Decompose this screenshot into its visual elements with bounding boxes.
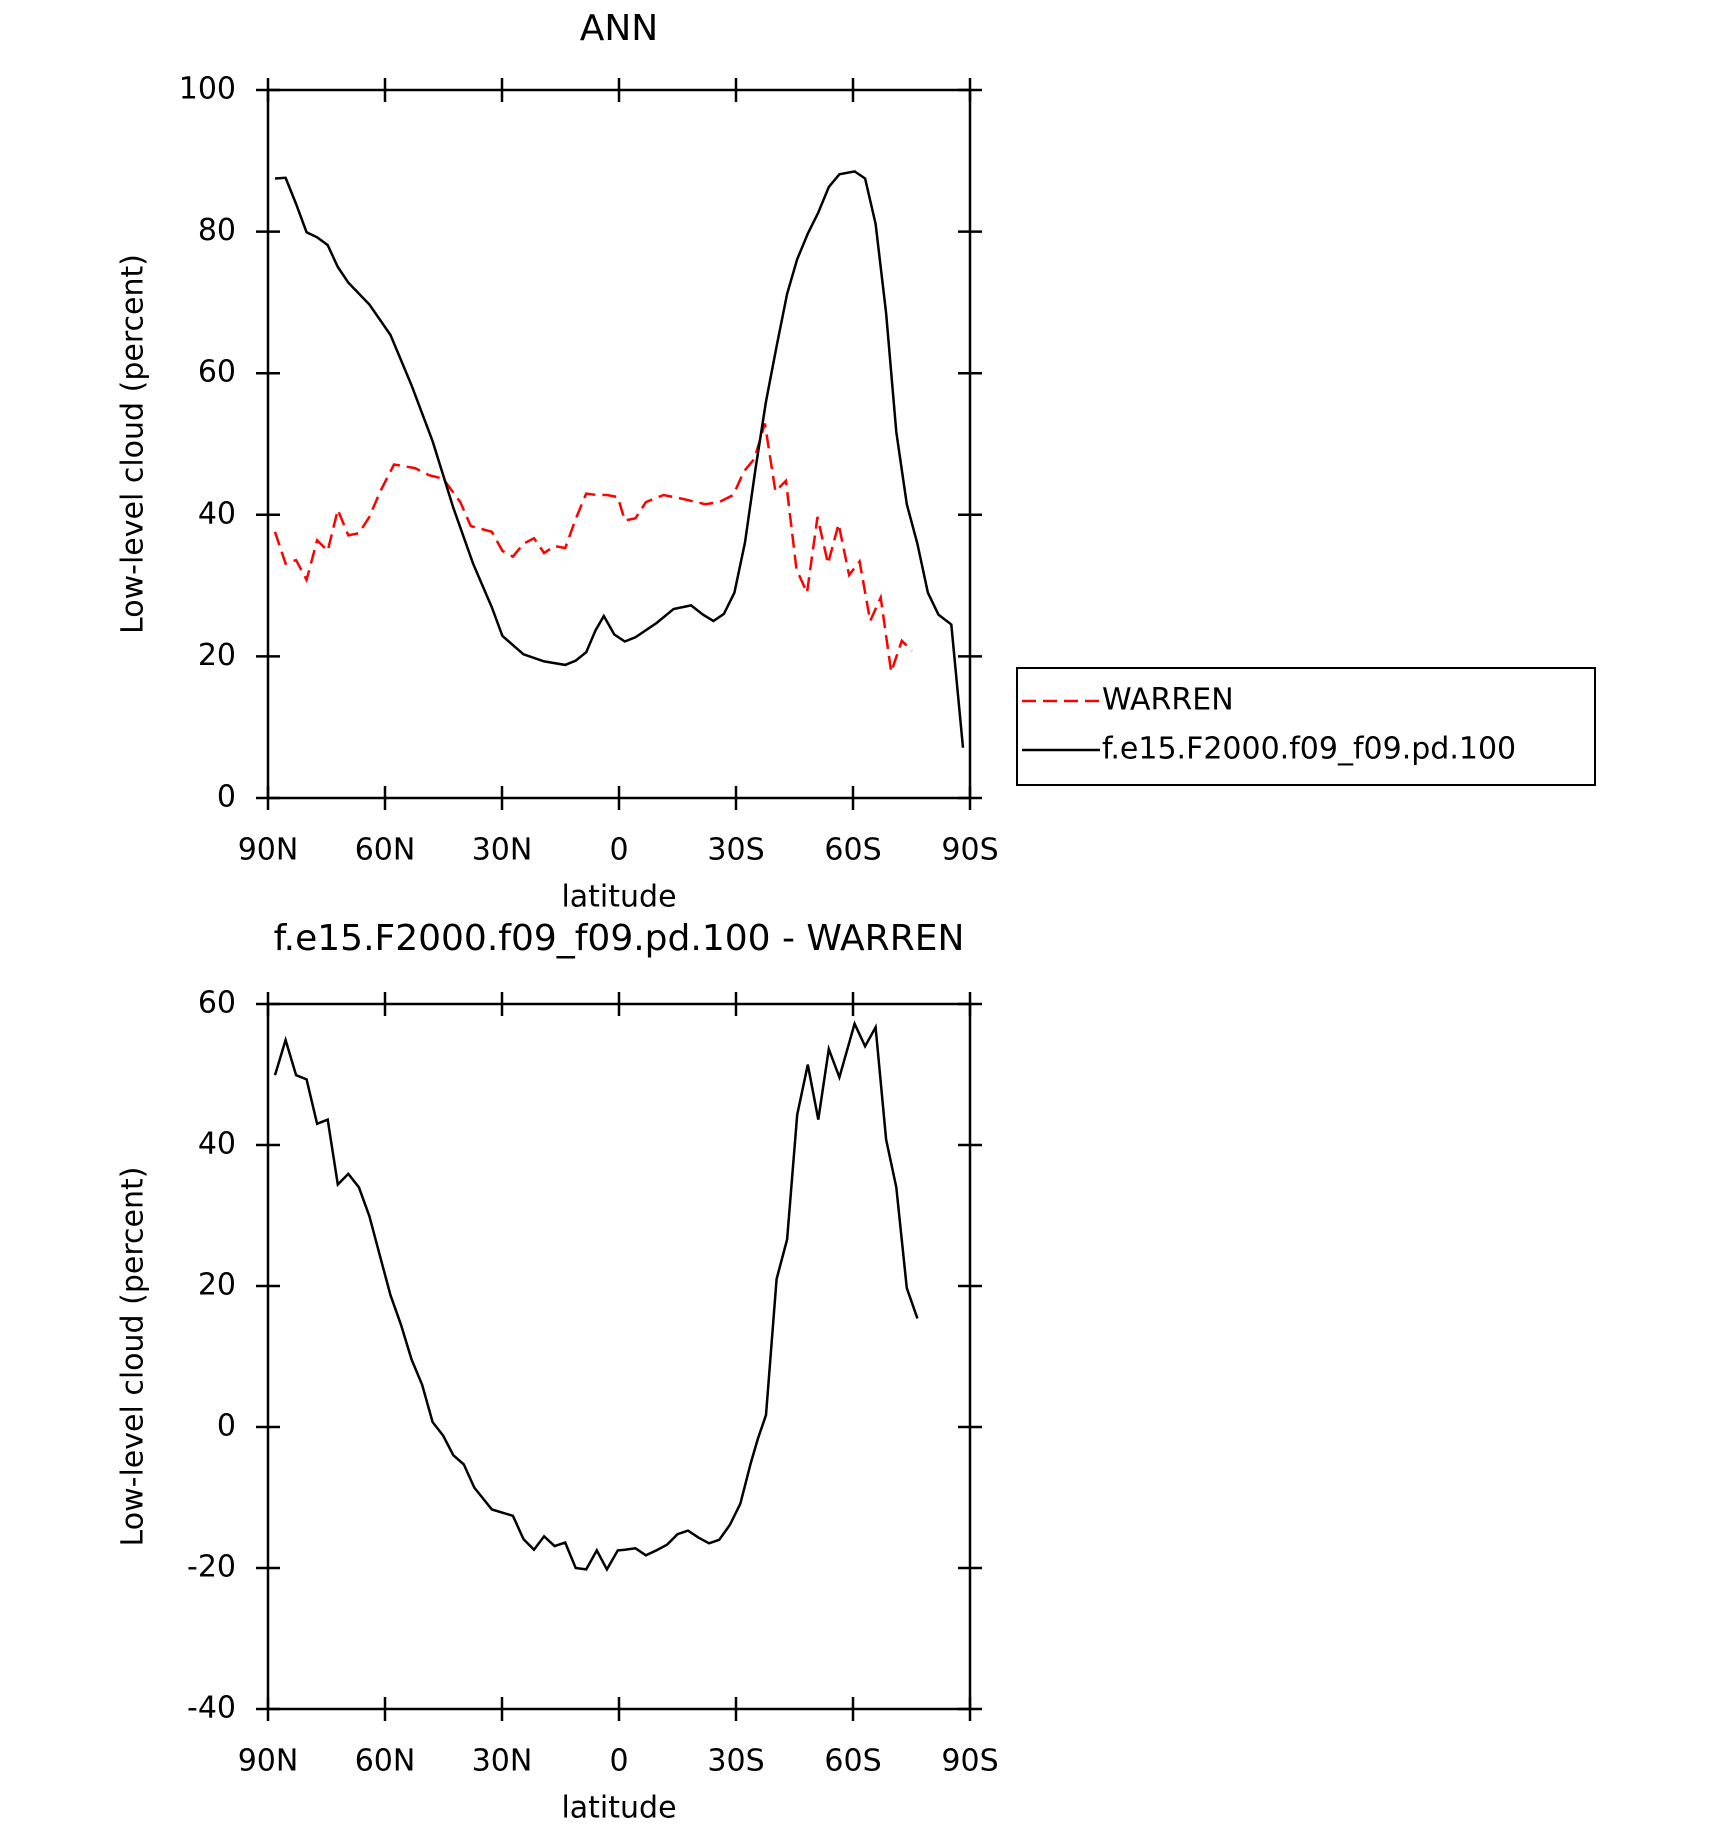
x-tick-label: 60N — [355, 1744, 416, 1779]
y-tick-label: 40 — [198, 496, 236, 531]
y-tick-label: 80 — [198, 213, 236, 248]
x-tick-label: 60S — [824, 833, 881, 868]
y-tick-label: -40 — [187, 1691, 236, 1726]
x-axis-label: latitude — [561, 1791, 676, 1826]
series-line — [273, 423, 913, 673]
x-tick-label: 90S — [941, 833, 998, 868]
x-tick-label: 90N — [238, 1744, 299, 1779]
x-tick-label: 0 — [609, 1744, 628, 1779]
plot-frame — [266, 88, 972, 800]
x-tick-label: 60S — [824, 1744, 881, 1779]
x-tick-label: 60N — [355, 833, 416, 868]
y-axis-label: Low-level cloud (percent) — [116, 254, 151, 634]
chart-title: ANN — [580, 8, 659, 49]
y-tick-label: 20 — [198, 1268, 236, 1303]
y-tick-label: 60 — [198, 986, 236, 1021]
legend-label: f.e15.F2000.f09_f09.pd.100 — [1102, 732, 1516, 767]
x-tick-label: 30S — [707, 833, 764, 868]
series-line — [274, 170, 965, 748]
y-tick-label: 0 — [217, 780, 236, 815]
x-tick-label: 30N — [472, 1744, 533, 1779]
legend-box — [1016, 667, 1596, 786]
x-axis-label: latitude — [561, 880, 676, 915]
y-tick-label: 20 — [198, 638, 236, 673]
chart-title: f.e15.F2000.f09_f09.pd.100 - WARREN — [274, 918, 965, 959]
y-tick-label: 0 — [217, 1409, 236, 1444]
y-tick-label: -20 — [187, 1550, 236, 1585]
x-tick-label: 30S — [707, 1744, 764, 1779]
y-tick-label: 40 — [198, 1127, 236, 1162]
series-line — [273, 1020, 919, 1572]
legend-label: WARREN — [1102, 683, 1234, 718]
plot-frame — [266, 1002, 972, 1711]
y-tick-label: 100 — [179, 72, 236, 107]
y-axis-label: Low-level cloud (percent) — [116, 1167, 151, 1547]
x-tick-label: 0 — [609, 833, 628, 868]
x-tick-label: 90N — [238, 833, 299, 868]
x-tick-label: 30N — [472, 833, 533, 868]
y-tick-label: 60 — [198, 355, 236, 390]
x-tick-label: 90S — [941, 1744, 998, 1779]
